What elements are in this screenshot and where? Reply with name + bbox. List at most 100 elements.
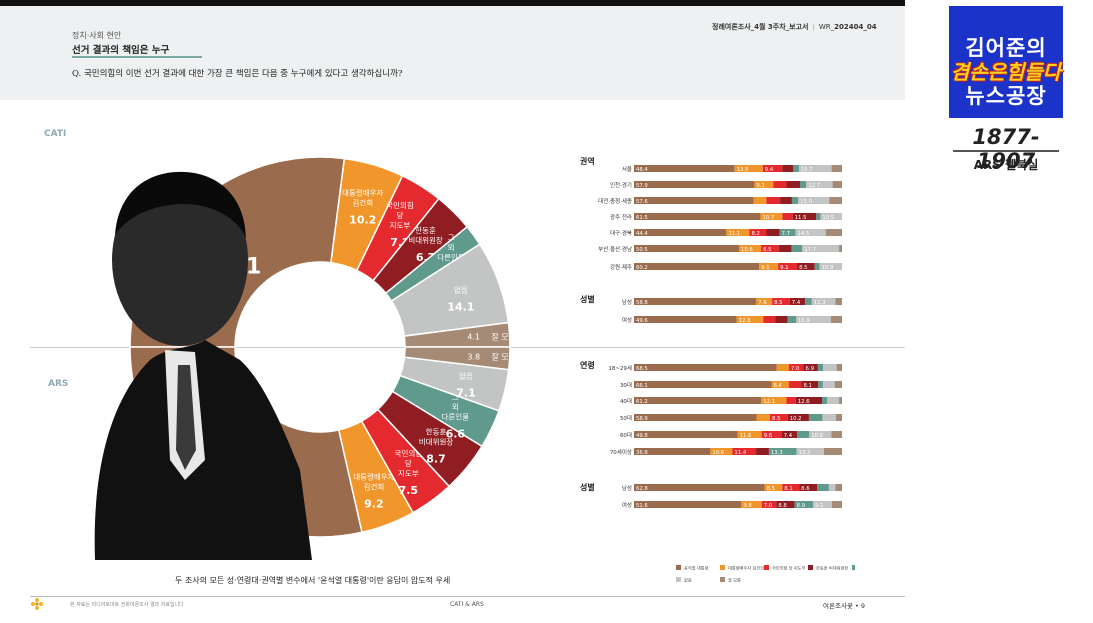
donut-chart: 윤석열대통령54.1대통령배우자김건희10.2국민의힘당지도부7.2한동훈비대위… <box>94 157 516 560</box>
bar-seg-0-3-5 <box>820 213 842 220</box>
svg-text:대통령배우자: 대통령배우자 <box>342 189 383 198</box>
bar-value-1-1-5: 16.9 <box>798 318 810 324</box>
bar-seg-2-3-0 <box>634 414 757 421</box>
bar-seg-2-0-0 <box>634 364 777 371</box>
svg-text:잘 모름: 잘 모름 <box>491 353 516 362</box>
bar-seg-0-5-3 <box>778 245 792 252</box>
bar-value-2-5-4: 13.3 <box>771 450 783 456</box>
bar-value-2-0-2: 7.0 <box>791 366 800 372</box>
bar-value-2-4-2: 9.6 <box>764 433 773 439</box>
survey-question: Q. 국민의힘의 이번 선거 결과에 대한 가장 큰 책임은 다음 중 누구에게… <box>72 69 403 79</box>
bar-seg-0-0-2 <box>762 165 783 172</box>
bar-seg-3-0-3 <box>799 484 818 491</box>
bar-value-3-1-3: 8.8 <box>778 503 787 509</box>
bar-value-0-0-0: 48.4 <box>636 167 648 173</box>
bar-seg-2-2-2 <box>786 397 796 404</box>
bar-seg-2-4-6 <box>831 431 842 438</box>
bar-value-0-5-1: 10.6 <box>741 247 753 253</box>
bar-value-2-5-5: 13.2 <box>799 450 811 456</box>
bar-seg-0-2-5 <box>798 197 830 204</box>
bar-value-0-4-1: 11.1 <box>728 231 740 237</box>
svg-text:당: 당 <box>405 458 412 468</box>
bar-value-3-0-2: 8.1 <box>784 486 792 492</box>
legend-swatch-6 <box>720 577 725 582</box>
bar-seg-0-0-3 <box>782 165 794 172</box>
bar-value-3-0-3: 8.6 <box>801 486 810 492</box>
svg-text:비대위원장: 비대위원장 <box>419 437 454 447</box>
bar-seg-0-4-1 <box>726 229 750 236</box>
svg-text:김건희: 김건희 <box>364 481 385 491</box>
title-underline <box>72 56 202 58</box>
phone-underline <box>953 150 1059 152</box>
bar-seg-3-1-4 <box>794 501 814 508</box>
bar-value-2-2-0: 61.2 <box>636 399 648 405</box>
bar-seg-2-3-5 <box>822 414 836 421</box>
bar-seg-2-5-4 <box>768 448 797 455</box>
bar-value-0-1-5: 12.7 <box>808 183 820 189</box>
bar-seg-2-1-1 <box>771 381 789 388</box>
bar-seg-2-5-5 <box>796 448 824 455</box>
bar-seg-2-5-1 <box>710 448 733 455</box>
bar-row-label-0-0: 서울 <box>622 165 632 173</box>
bar-seg-2-4-4 <box>797 431 810 438</box>
bar-seg-0-2-6 <box>829 197 842 204</box>
bar-seg-0-2-1 <box>753 197 767 204</box>
bar-seg-0-0-0 <box>634 165 735 172</box>
bar-row-label-2-1: 30대 <box>620 381 632 389</box>
bar-seg-3-1-1 <box>741 501 762 508</box>
bar-seg-2-0-1 <box>776 364 789 371</box>
bar-value-1-0-0: 58.8 <box>636 300 648 306</box>
bar-seg-0-5-6 <box>839 245 842 252</box>
bar-seg-0-0-4 <box>793 165 799 172</box>
bar-seg-2-2-6 <box>839 397 842 404</box>
svg-text:7.1: 7.1 <box>456 386 476 399</box>
svg-text:6.6: 6.6 <box>446 428 466 441</box>
bar-seg-2-4-5 <box>809 431 832 438</box>
bar-value-3-1-0: 51.6 <box>636 503 648 509</box>
bar-value-1-0-3: 7.4 <box>792 300 801 306</box>
bar-seg-0-1-3 <box>786 181 800 188</box>
bar-seg-0-1-0 <box>634 181 755 188</box>
legend-swatch-3 <box>808 565 813 570</box>
bar-seg-0-1-5 <box>806 181 833 188</box>
document-name: 정례여론조사_4월 3주차_보고서 <box>712 23 809 31</box>
bar-seg-0-4-0 <box>634 229 727 236</box>
ars-room-label: ARS 펠북실 <box>973 158 1039 172</box>
svg-text:그: 그 <box>448 233 455 242</box>
bar-value-2-4-1: 11.6 <box>740 433 752 439</box>
bar-seg-0-1-6 <box>832 181 842 188</box>
bar-seg-3-0-4 <box>817 484 829 491</box>
bar-row-label-3-0: 남성 <box>622 484 632 492</box>
bar-seg-1-0-1 <box>756 298 773 305</box>
footer-publisher: 여론조사꽃 • 9 <box>823 602 866 610</box>
bar-seg-0-3-4 <box>816 213 821 220</box>
bar-value-2-1-3: 8.1 <box>803 383 811 389</box>
svg-text:외: 외 <box>448 242 455 252</box>
brand-line-3: 뉴스공장 <box>965 84 1047 108</box>
svg-text:잘 모름: 잘 모름 <box>491 333 516 342</box>
bar-value-0-3-0: 61.5 <box>636 215 648 221</box>
bar-group-title-0: 권역 <box>580 156 595 166</box>
section-category: 정치·사회 현안 <box>72 31 122 40</box>
bar-row-label-2-2: 40대 <box>620 397 632 405</box>
bar-seg-0-6-1 <box>759 263 779 270</box>
bar-seg-3-0-0 <box>634 484 765 491</box>
svg-text:그: 그 <box>452 393 459 402</box>
bar-value-1-0-2: 8.5 <box>774 300 782 306</box>
footer-divider <box>30 596 905 597</box>
bar-seg-2-2-1 <box>761 397 787 404</box>
bar-seg-2-2-3 <box>795 397 823 404</box>
ars-slice-label-6: 3.8 잘 모름 <box>467 353 516 362</box>
bar-seg-2-3-3 <box>787 414 809 421</box>
bar-seg-2-0-2 <box>788 364 804 371</box>
bar-seg-2-4-3 <box>781 431 798 438</box>
brand-line-1: 김어준의 <box>965 36 1047 60</box>
svg-text:10.2: 10.2 <box>349 214 376 227</box>
bar-seg-1-1-2 <box>763 316 776 323</box>
bar-seg-1-0-6 <box>835 298 842 305</box>
svg-text:4.1: 4.1 <box>467 333 480 342</box>
legend-label-2: 국민의힘 당 지도부 <box>772 565 806 572</box>
bar-seg-1-0-4 <box>805 298 812 305</box>
